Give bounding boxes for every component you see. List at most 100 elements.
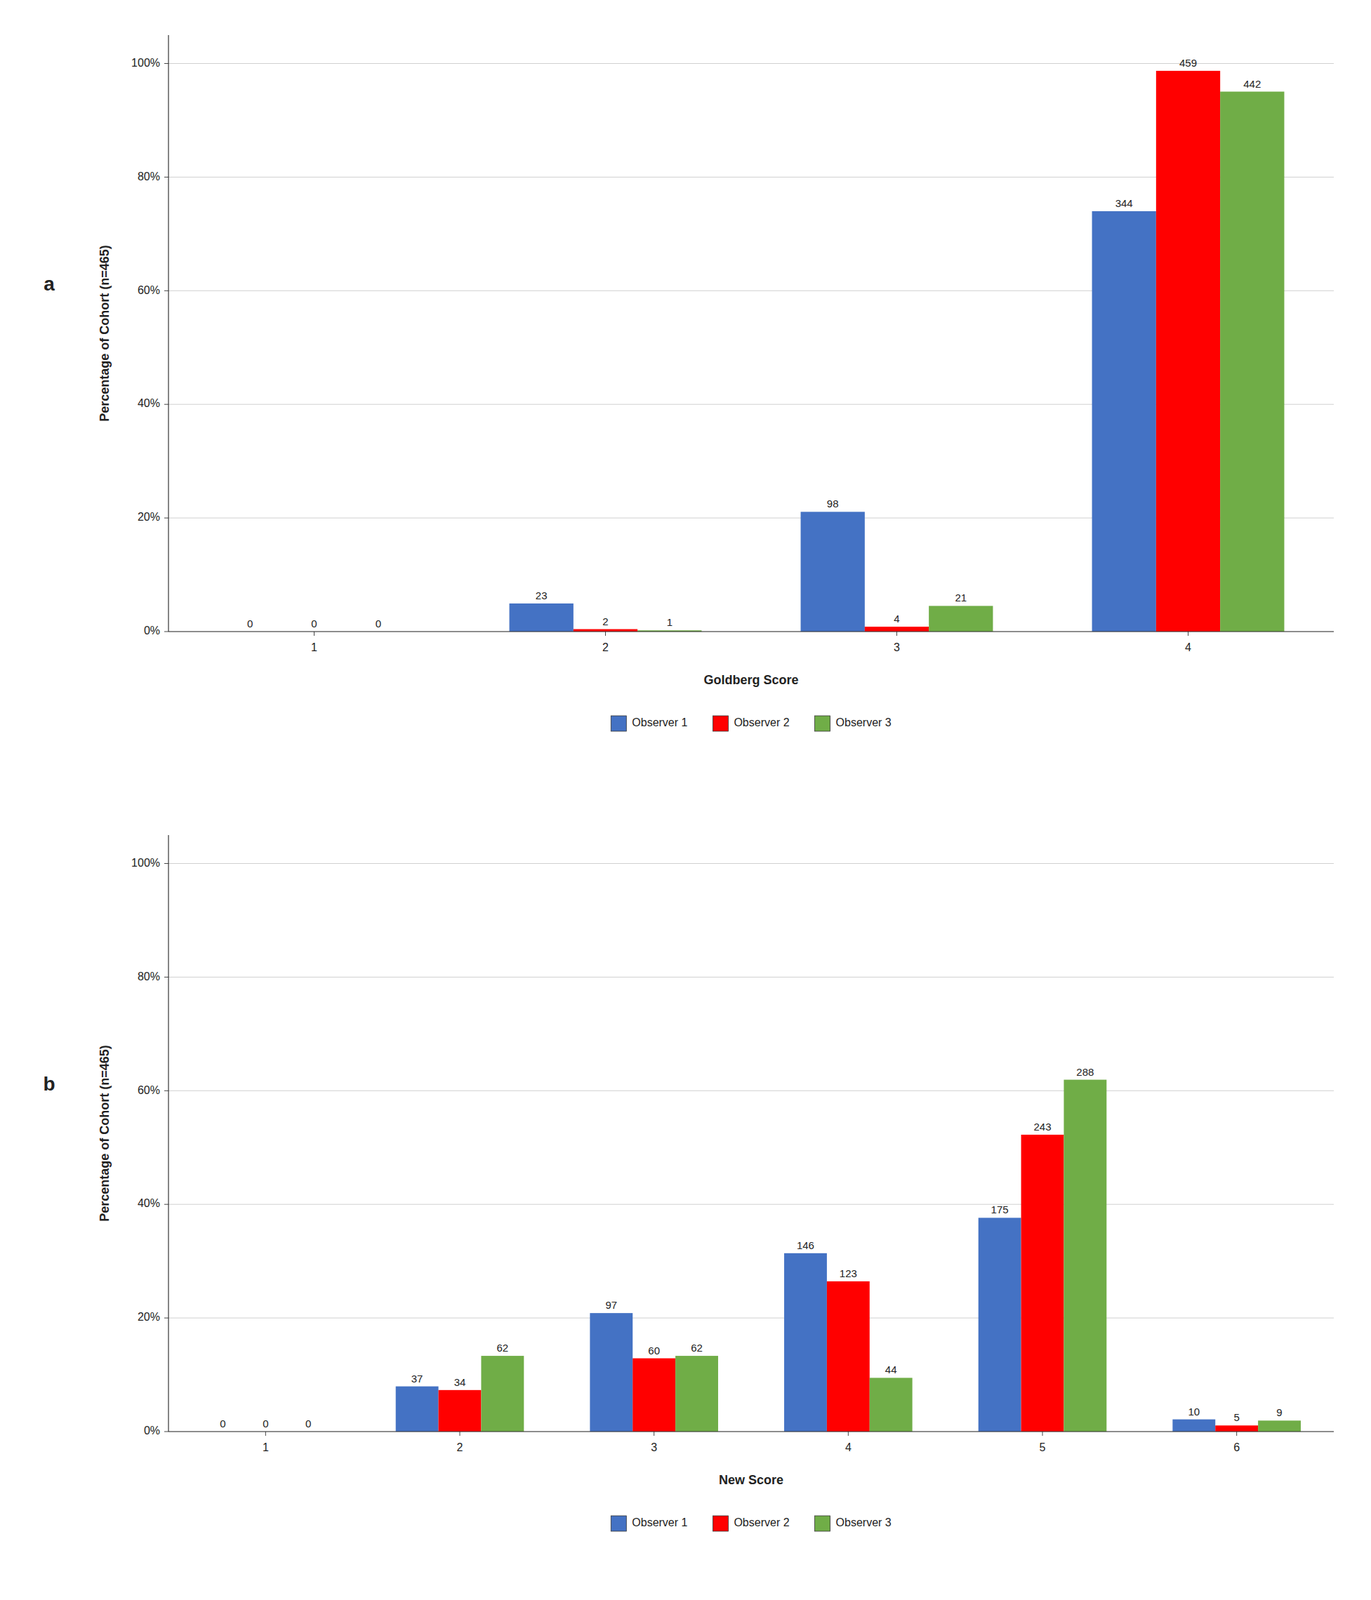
x-tick-label: 4 (1184, 641, 1192, 654)
bar (1215, 1425, 1258, 1433)
legend-label: Observer 1 (631, 1517, 688, 1529)
count-label: 0 (310, 617, 317, 630)
x-tick (605, 631, 606, 637)
x-tick-label: 2 (457, 1441, 464, 1454)
y-tick (164, 1318, 169, 1320)
legend-item: Observer 3 (815, 1516, 892, 1532)
y-tick (164, 1204, 169, 1206)
grid-line (168, 1432, 1334, 1433)
count-label: 0 (375, 617, 382, 630)
bar (864, 626, 929, 632)
grid (168, 63, 1334, 632)
bars (395, 1080, 1301, 1433)
legend-item: Observer 3 (815, 716, 892, 732)
legend-swatch (815, 1516, 831, 1532)
count-label: 60 (647, 1345, 660, 1357)
y-tick (164, 977, 169, 978)
grid-line (168, 631, 1334, 633)
grid-line (168, 63, 1334, 64)
legend-swatch (610, 716, 627, 732)
count-label: 146 (796, 1239, 815, 1252)
panel-title: a (43, 273, 55, 295)
y-tick-label: 100% (131, 56, 161, 69)
x-tick-label: 3 (650, 1441, 658, 1454)
grid-line (168, 863, 1334, 865)
x-tick-label: 5 (1039, 1441, 1046, 1454)
bar (1220, 91, 1284, 632)
x-tick-label: 2 (602, 641, 609, 654)
chart-panel: 0%20%40%60%80%100%0239834402445901214421… (43, 35, 1334, 732)
bar (928, 605, 993, 632)
grid-line (168, 1090, 1334, 1092)
count-label: 175 (991, 1203, 1009, 1216)
bar (1156, 70, 1221, 632)
bar (1063, 1080, 1107, 1433)
y-tick-label: 40% (137, 1197, 161, 1210)
count-label: 4 (893, 612, 900, 625)
legend: Observer 1 Observer 2 Observer 3 (610, 1516, 892, 1532)
x-tick (265, 1432, 267, 1437)
y-tick (164, 63, 169, 64)
x-axis-line (168, 1431, 1334, 1433)
y-tick (164, 631, 169, 633)
y-tick (164, 1432, 169, 1433)
y-tick-label: 100% (131, 857, 161, 870)
y-tick-label: 20% (137, 511, 161, 523)
x-tick (459, 1432, 461, 1437)
legend-label: Observer 3 (836, 1517, 892, 1529)
x-axis-line (168, 631, 1334, 632)
x-tick-label: 4 (845, 1441, 852, 1454)
count-label: 5 (1233, 1411, 1240, 1424)
y-tick-label: 0% (143, 1425, 161, 1437)
count-label: 62 (497, 1342, 509, 1355)
bar (1172, 1420, 1216, 1433)
x-axis-label: New Score (718, 1473, 784, 1488)
legend-label: Observer 1 (631, 716, 688, 729)
bar (1092, 211, 1157, 632)
bar (589, 1313, 633, 1433)
bar (509, 603, 574, 632)
y-tick-label: 60% (137, 1084, 161, 1097)
count-label: 1 (666, 616, 673, 629)
y-tick (164, 1090, 169, 1092)
y-axis-line (167, 35, 169, 632)
x-tick-label: 1 (262, 1441, 269, 1454)
y-axis-label: Percentage of Cohort (n=465) (97, 1045, 112, 1223)
bar (784, 1253, 827, 1433)
legend-item: Observer 2 (712, 716, 790, 732)
grid (168, 863, 1334, 1433)
count-label: 98 (826, 497, 839, 510)
y-tick-label: 80% (137, 970, 161, 983)
count-label: 62 (690, 1342, 703, 1355)
count-label: 288 (1076, 1066, 1094, 1079)
count-label: 23 (535, 589, 548, 602)
grid-line (168, 1204, 1334, 1206)
count-label: 0 (219, 1418, 226, 1430)
legend-item: Observer 1 (610, 1516, 688, 1532)
y-axis-label: Percentage of Cohort (n=465) (97, 244, 112, 422)
bar (1021, 1135, 1065, 1433)
count-label: 97 (605, 1299, 618, 1312)
count-label: 243 (1033, 1121, 1051, 1134)
count-label: 459 (1179, 56, 1197, 69)
count-label: 10 (1187, 1406, 1200, 1419)
legend-swatch (712, 716, 728, 732)
bars (509, 70, 1285, 632)
count-label: 9 (1276, 1406, 1282, 1419)
y-axis-line (167, 835, 169, 1433)
x-tick (313, 631, 315, 637)
legend-item: Observer 2 (712, 1516, 790, 1532)
count-label: 21 (954, 591, 967, 604)
y-tick (164, 518, 169, 519)
count-label: 34 (454, 1376, 467, 1389)
bar (675, 1356, 719, 1433)
legend-label: Observer 2 (733, 716, 790, 729)
x-tick (1236, 1432, 1237, 1437)
legend: Observer 1 Observer 2 Observer 3 (610, 716, 892, 732)
count-label: 344 (1115, 197, 1134, 210)
y-tick-label: 80% (137, 170, 161, 183)
count-label: 0 (262, 1418, 269, 1430)
x-tick (1187, 631, 1189, 637)
y-tick (164, 404, 169, 406)
bar (826, 1281, 870, 1433)
